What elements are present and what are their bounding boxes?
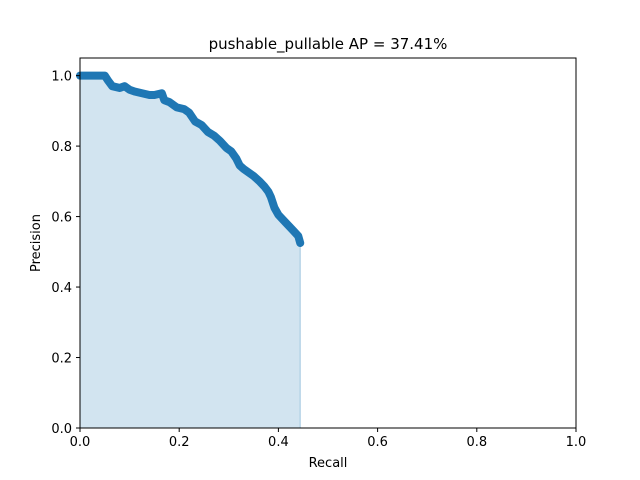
y-tick-label: 0.6 (51, 211, 72, 226)
x-axis-label: Recall (309, 456, 348, 471)
x-tick-label: 0.8 (466, 435, 487, 450)
y-tick-label: 0.0 (51, 422, 72, 437)
x-tick-label: 0.2 (169, 435, 190, 450)
x-tick-label: 0.0 (70, 435, 91, 450)
plot-area (76, 71, 305, 429)
x-tick-label: 0.6 (367, 435, 388, 450)
pr-area-fill (80, 75, 301, 429)
y-axis-label: Precision (29, 214, 44, 272)
x-axis-ticks: 0.0 0.2 0.4 0.6 0.8 1.0 (70, 428, 587, 450)
y-tick-label: 0.8 (51, 140, 72, 155)
y-tick-label: 1.0 (51, 70, 72, 85)
axes-frame (79, 57, 577, 429)
y-tick-label: 0.2 (51, 352, 72, 367)
x-tick-label: 1.0 (566, 435, 587, 450)
x-tick-label: 0.4 (268, 435, 289, 450)
y-tick-label: 0.4 (51, 281, 72, 296)
chart-title: pushable_pullable AP = 37.41% (209, 35, 448, 54)
pr-curve-line (76, 71, 305, 247)
y-axis-ticks: 0.0 0.2 0.4 0.6 0.8 1.0 (51, 70, 80, 437)
